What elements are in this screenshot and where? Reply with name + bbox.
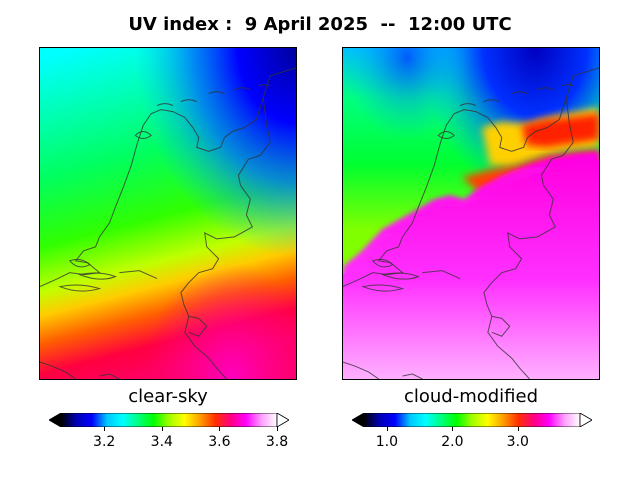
colorbar-extend-high [276,413,289,427]
uv-field-clear-sky [40,48,296,379]
colorbar-tick-label: 3.6 [208,434,231,450]
colorbar-clear-sky [49,413,289,427]
colorbar-tick-label: 3.4 [150,434,173,450]
chart-title: UV index : 9 April 2025 -- 12:00 UTC [128,14,512,35]
colorbar-tick-label: 3.2 [93,434,116,450]
colorbar-extend-low [352,413,365,427]
colorbar-tick-mark [387,427,388,431]
colorbar-tick-label: 3.8 [265,434,289,450]
colorbar-tick-label: 1.0 [375,434,399,450]
colorbar-tick-mark [452,427,453,431]
colorbar-cloud-modified [352,413,592,427]
colorbar-tick-mark [162,427,163,431]
panel-label-clear-sky: clear-sky [128,386,208,407]
uv-field-cloud-modified [343,48,599,379]
colorbar-extend-high [579,413,592,427]
colorbar-tick-mark [277,427,278,431]
coastline-cloud-modified [343,67,599,379]
coastline-clear-sky [40,67,296,379]
map-panel-clear-sky [39,47,297,380]
colorbar-tick-mark [104,427,105,431]
colorbar-tick-label: 3.0 [506,434,529,450]
colorbar-tick-mark [219,427,220,431]
colorbar-tick-label: 2.0 [441,434,464,450]
colorbar-extend-low [49,413,62,427]
panel-label-cloud-modified: cloud-modified [403,386,539,407]
map-panel-cloud-modified [342,47,600,380]
colorbar-gradient [60,413,278,427]
colorbar-tick-mark [518,427,519,431]
colorbar-gradient [363,413,581,427]
